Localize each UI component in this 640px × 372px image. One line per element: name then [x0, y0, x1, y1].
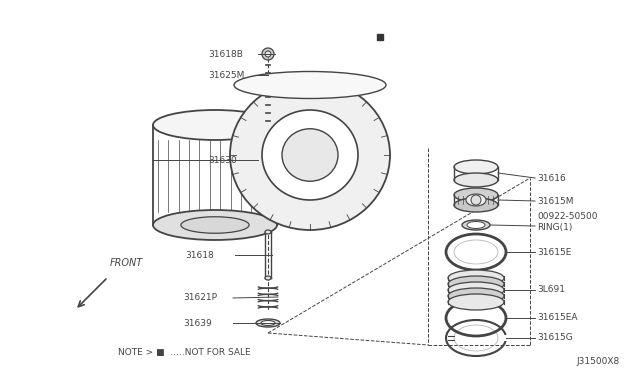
Text: 31618: 31618 [185, 250, 214, 260]
Ellipse shape [462, 220, 490, 230]
Ellipse shape [466, 194, 486, 206]
Text: 31615E: 31615E [537, 247, 572, 257]
Text: 31625M: 31625M [208, 71, 244, 80]
Ellipse shape [454, 198, 498, 212]
Text: 31615M: 31615M [537, 196, 573, 205]
Circle shape [262, 48, 274, 60]
Ellipse shape [261, 321, 275, 326]
Circle shape [265, 51, 271, 57]
Text: 31615EA: 31615EA [537, 314, 577, 323]
Ellipse shape [234, 71, 386, 99]
Bar [500, 335, 510, 341]
Ellipse shape [448, 276, 504, 292]
Ellipse shape [448, 282, 504, 298]
Ellipse shape [230, 80, 390, 230]
Ellipse shape [181, 217, 249, 233]
Text: FRONT: FRONT [110, 258, 143, 268]
Ellipse shape [448, 288, 504, 304]
Text: 31630: 31630 [208, 155, 237, 164]
Text: 3L691: 3L691 [537, 285, 565, 295]
Ellipse shape [153, 110, 277, 140]
Text: 31616: 31616 [537, 173, 566, 183]
Circle shape [471, 195, 481, 205]
Text: 31618B: 31618B [208, 49, 243, 58]
Ellipse shape [262, 110, 358, 200]
Text: NOTE > ■  .....NOT FOR SALE: NOTE > ■ .....NOT FOR SALE [118, 347, 251, 356]
Ellipse shape [153, 210, 277, 240]
Ellipse shape [454, 173, 498, 187]
Ellipse shape [448, 294, 504, 310]
Ellipse shape [265, 230, 271, 234]
Ellipse shape [454, 188, 498, 202]
Text: 00922-50500
RING(1): 00922-50500 RING(1) [537, 212, 598, 232]
Ellipse shape [256, 319, 280, 327]
Text: 31621P: 31621P [183, 294, 217, 302]
Text: J31500X8: J31500X8 [577, 357, 620, 366]
Ellipse shape [265, 276, 271, 280]
Ellipse shape [454, 160, 498, 174]
Text: 31615G: 31615G [537, 334, 573, 343]
Ellipse shape [467, 221, 485, 228]
Ellipse shape [282, 129, 338, 181]
Text: 31639: 31639 [183, 318, 212, 327]
Ellipse shape [448, 270, 504, 286]
